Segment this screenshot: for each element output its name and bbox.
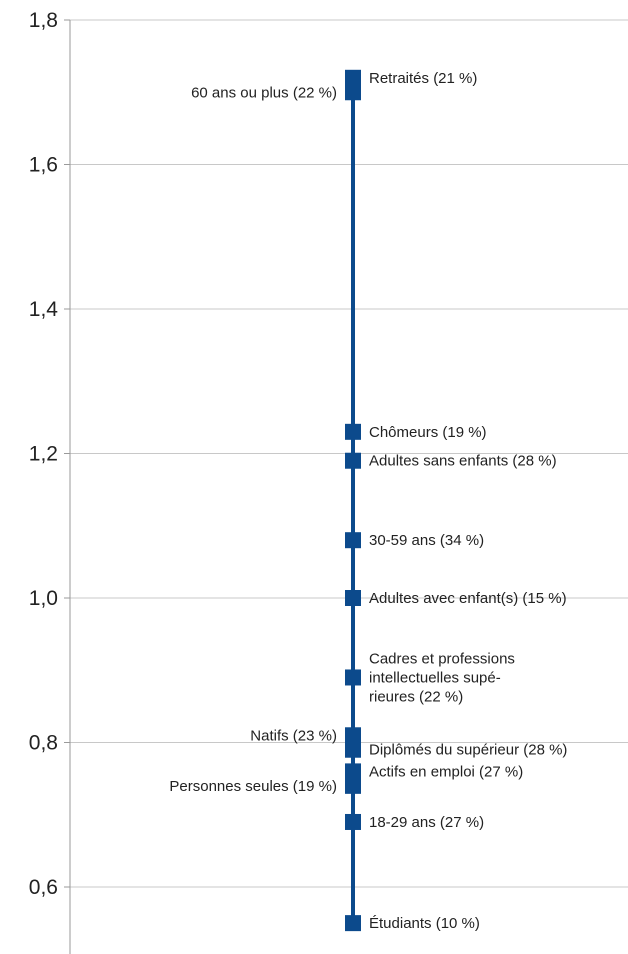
data-label: Diplômés du supérieur (28 %) [369, 742, 567, 759]
data-point-marker [345, 813, 361, 830]
series [345, 69, 361, 932]
data-point-marker [345, 741, 361, 758]
y-tick-label: 1,4 [29, 298, 59, 321]
data-point-marker [345, 84, 361, 101]
y-tick-label: 1,8 [29, 9, 58, 32]
data-label: 30-59 ans (34 %) [369, 532, 484, 549]
data-label: 18-29 ans (27 %) [369, 814, 484, 831]
data-point-marker [345, 69, 361, 86]
data-point-marker [345, 763, 361, 780]
data-label: Natifs (23 %) [250, 727, 337, 744]
data-label: Personnes seules (19 %) [169, 778, 337, 795]
data-point-marker [345, 727, 361, 744]
data-point-marker [345, 915, 361, 932]
data-label: rieures (22 %) [369, 688, 463, 705]
data-label: Cadres et professions [369, 650, 515, 667]
data-label: Étudiants (10 %) [369, 915, 480, 932]
data-point-marker [345, 423, 361, 440]
data-label: Adultes avec enfant(s) (15 %) [369, 590, 567, 607]
data-point-marker [345, 532, 361, 549]
data-point-marker [345, 669, 361, 686]
y-tick-label: 1,2 [29, 443, 58, 466]
y-tick-label: 0,6 [29, 876, 58, 899]
y-tick-label: 0,8 [29, 732, 58, 755]
data-label: 60 ans ou plus (22 %) [191, 84, 337, 101]
y-axis: 1,8 1,6 1,4 1,2 1,0 0,8 0,6 [29, 9, 70, 899]
data-label: intellectuelles supé- [369, 669, 501, 686]
data-label: Chômeurs (19 %) [369, 424, 487, 441]
point-labels: Retraités (21 %) 60 ans ou plus (22 %) Chô… [169, 70, 567, 932]
data-label: Retraités (21 %) [369, 70, 477, 87]
data-point-marker [345, 777, 361, 794]
data-label: Adultes sans enfants (28 %) [369, 453, 557, 470]
data-label: Actifs en emploi (27 %) [369, 763, 523, 780]
data-point-marker [345, 452, 361, 469]
y-tick-label: 1,6 [29, 154, 58, 177]
data-point-marker [345, 590, 361, 606]
y-tick-label: 1,0 [29, 587, 58, 610]
